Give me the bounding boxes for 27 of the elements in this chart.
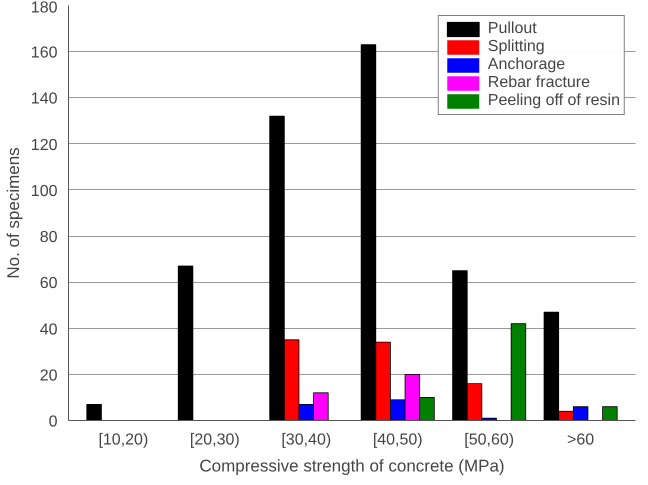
y-tick-label: 40 bbox=[40, 321, 58, 338]
y-tick-label: 180 bbox=[30, 0, 58, 16]
legend-label: Anchorage bbox=[488, 56, 566, 74]
x-tick-label: [30,40) bbox=[281, 432, 332, 448]
bar bbox=[178, 266, 194, 420]
legend-label: Peeling off of resin bbox=[488, 92, 620, 110]
x-tick-label: [40,50) bbox=[372, 432, 423, 448]
x-tick-label: [50,60) bbox=[464, 432, 514, 448]
legend-label: Rebar fracture bbox=[488, 74, 590, 92]
y-tick-label: 20 bbox=[40, 367, 58, 384]
legend-label: Splitting bbox=[488, 38, 545, 56]
x-axis-title: Compressive strength of concrete (MPa) bbox=[199, 456, 505, 476]
x-tick-label: [20,30) bbox=[190, 432, 240, 448]
x-tick-label: [10,20) bbox=[98, 432, 148, 448]
y-axis-title: No. of specimens bbox=[4, 147, 23, 279]
y-tick-label: 160 bbox=[30, 44, 58, 62]
y-tick-label: 60 bbox=[40, 275, 58, 292]
bar bbox=[86, 404, 102, 420]
bar bbox=[510, 323, 526, 420]
legend-label: Pullout bbox=[488, 20, 537, 38]
y-tick-label: 140 bbox=[30, 90, 58, 108]
y-tick-label: 120 bbox=[30, 136, 58, 154]
y-tick-label: 100 bbox=[30, 182, 58, 200]
x-tick-label: >60 bbox=[567, 432, 594, 448]
bar bbox=[602, 406, 618, 420]
y-tick-label: 0 bbox=[48, 414, 58, 430]
y-tick-label: 80 bbox=[40, 229, 58, 246]
